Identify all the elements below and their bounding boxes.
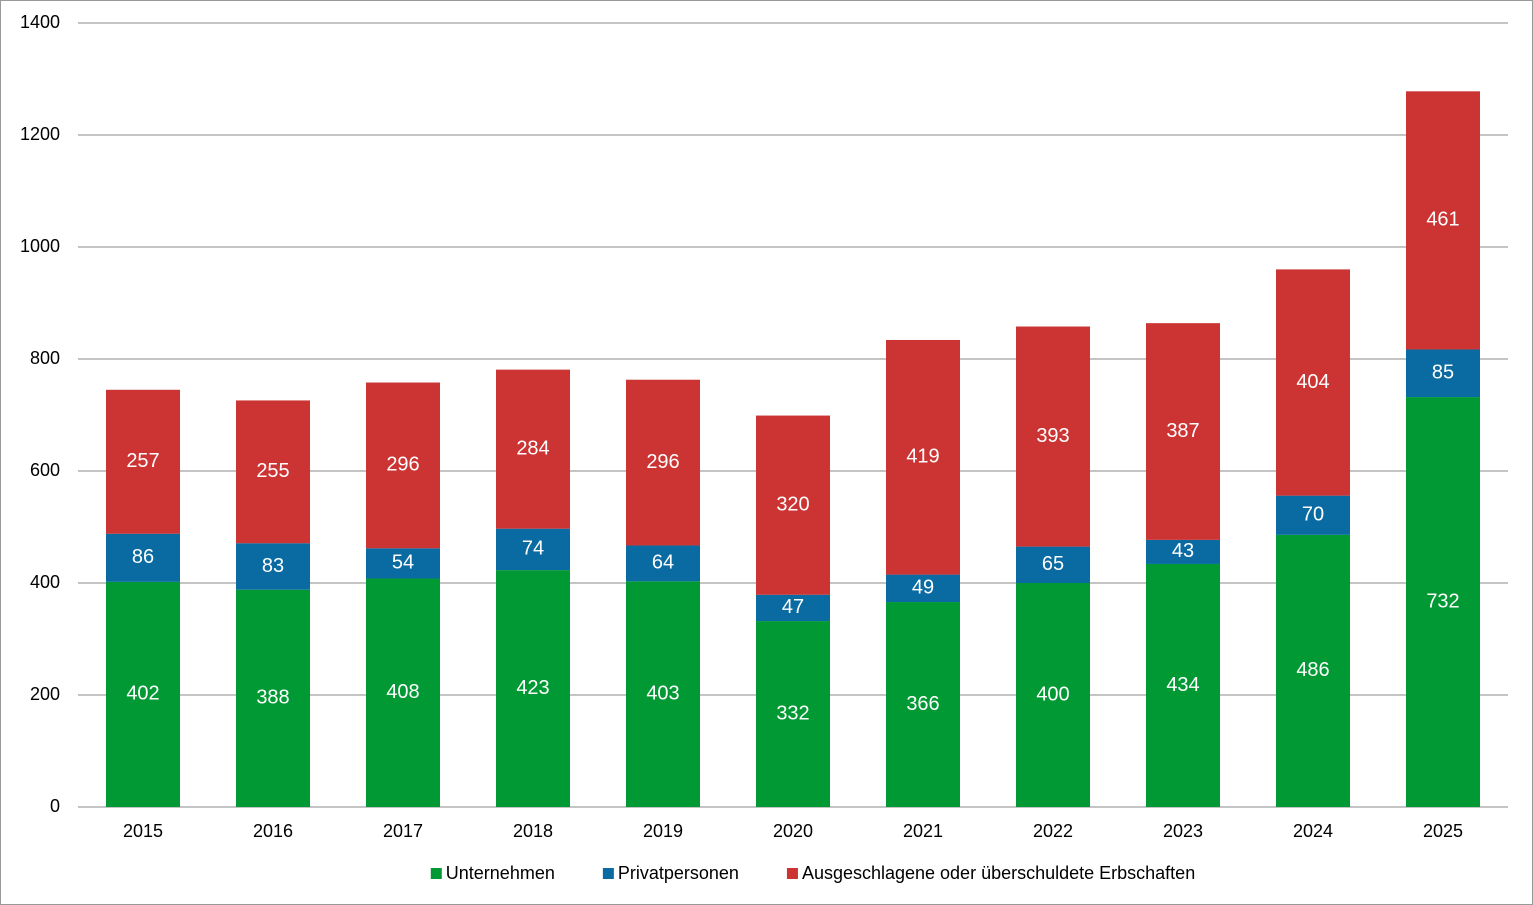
data-label: 393 <box>1036 425 1069 447</box>
bar-segment <box>496 528 570 571</box>
bar-segment <box>756 621 830 807</box>
x-tick-label: 2019 <box>643 821 683 841</box>
legend-swatch <box>786 868 798 879</box>
y-tick-label: 400 <box>30 572 60 592</box>
bar-segment <box>886 602 960 807</box>
data-label: 43 <box>1172 540 1194 562</box>
bar-segment <box>886 339 960 575</box>
data-label: 388 <box>256 687 289 709</box>
data-label: 400 <box>1036 683 1069 705</box>
bar-segment <box>1276 269 1350 496</box>
data-label: 332 <box>776 702 809 724</box>
data-label: 419 <box>906 446 939 468</box>
bar-segment <box>1146 563 1220 807</box>
x-tick-label: 2022 <box>1033 821 1073 841</box>
bar-segment <box>886 574 960 603</box>
data-label: 296 <box>646 451 679 473</box>
bar-segment <box>756 594 830 622</box>
bar-segment <box>756 415 830 595</box>
x-tick-label: 2025 <box>1423 821 1463 841</box>
bar-segment <box>626 379 700 546</box>
bar-segment <box>496 369 570 529</box>
data-label: 423 <box>516 677 549 699</box>
bar-segment <box>236 589 310 807</box>
x-tick-label: 2018 <box>513 821 553 841</box>
x-tick-label: 2021 <box>903 821 943 841</box>
bar-segment <box>1276 495 1350 535</box>
bar-segment <box>366 548 440 579</box>
legend-label: Privatpersonen <box>618 863 739 883</box>
data-label: 296 <box>386 454 419 476</box>
data-label: 402 <box>126 683 159 705</box>
y-tick-label: 600 <box>30 460 60 480</box>
y-tick-label: 1000 <box>20 236 60 256</box>
x-tick-label: 2023 <box>1163 821 1203 841</box>
data-label: 403 <box>646 682 679 704</box>
y-tick-label: 200 <box>30 684 60 704</box>
bar-segment <box>626 545 700 582</box>
legend-swatch <box>602 868 614 879</box>
bar-segment <box>366 382 440 549</box>
data-label: 408 <box>386 681 419 703</box>
data-label: 74 <box>522 538 544 560</box>
data-label: 257 <box>126 450 159 472</box>
data-label: 47 <box>782 596 804 618</box>
legend-swatch <box>430 868 442 879</box>
bar-segment <box>1406 397 1480 807</box>
bar-segment <box>236 400 310 544</box>
bar-segment <box>496 570 570 807</box>
data-label: 387 <box>1166 420 1199 442</box>
data-label: 54 <box>392 552 414 574</box>
data-label: 255 <box>256 460 289 482</box>
data-label: 284 <box>516 437 549 459</box>
x-tick-label: 2020 <box>773 821 813 841</box>
y-tick-label: 1400 <box>20 12 60 32</box>
data-label: 64 <box>652 552 674 574</box>
bar-segment <box>1276 534 1350 807</box>
x-tick-label: 2015 <box>123 821 163 841</box>
bar-segment <box>1146 539 1220 564</box>
bar-segment <box>1016 326 1090 547</box>
bar-segment <box>626 581 700 807</box>
data-label: 70 <box>1302 504 1324 526</box>
bar-segment <box>106 389 180 534</box>
data-label: 320 <box>776 493 809 515</box>
data-label: 65 <box>1042 553 1064 575</box>
data-label: 404 <box>1296 371 1329 393</box>
bar-segment <box>1406 91 1480 350</box>
y-tick-label: 800 <box>30 348 60 368</box>
bar-segment <box>1406 349 1480 398</box>
legend-label: Ausgeschlagene oder überschuldete Erbsch… <box>802 863 1195 883</box>
data-label: 366 <box>906 693 939 715</box>
data-label: 86 <box>132 546 154 568</box>
data-label: 85 <box>1432 362 1454 384</box>
y-tick-label: 1200 <box>20 124 60 144</box>
legend-label: Unternehmen <box>446 863 555 883</box>
bar-segment <box>106 581 180 807</box>
data-label: 83 <box>262 555 284 577</box>
bar-segment <box>1146 323 1220 540</box>
y-tick-label: 0 <box>50 796 60 816</box>
data-label: 434 <box>1166 674 1199 696</box>
bar-segment <box>1016 583 1090 807</box>
x-tick-label: 2017 <box>383 821 423 841</box>
data-label: 486 <box>1296 659 1329 681</box>
bar-segment <box>236 543 310 590</box>
bar-segment <box>1016 546 1090 583</box>
x-tick-label: 2024 <box>1293 821 1333 841</box>
data-label: 49 <box>912 577 934 599</box>
data-label: 461 <box>1426 209 1459 231</box>
data-label: 732 <box>1426 590 1459 612</box>
bar-segment <box>106 533 180 582</box>
x-tick-label: 2016 <box>253 821 293 841</box>
bar-segment <box>366 578 440 807</box>
